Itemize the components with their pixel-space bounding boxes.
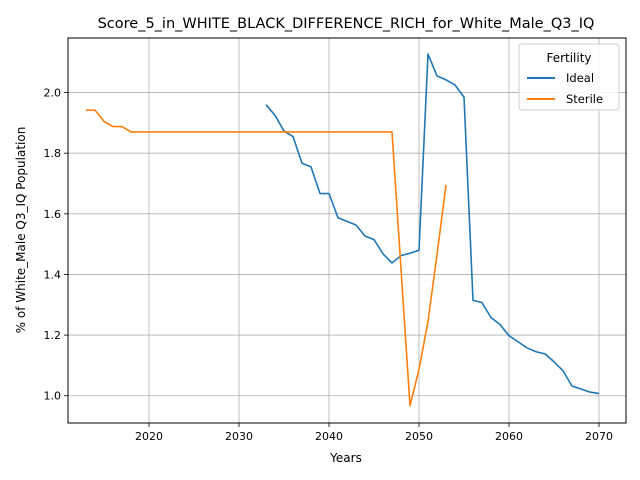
y-tick-label: 1.0 (44, 390, 62, 403)
x-tick-label: 2020 (135, 430, 163, 443)
legend: Fertility Ideal Sterile (518, 43, 620, 111)
y-tick-label: 1.6 (44, 208, 62, 221)
y-axis-ticks: 1.0 1.2 1.4 1.6 1.8 2.0 (44, 87, 68, 403)
legend-box (518, 43, 620, 111)
y-axis-label: % of White_Male Q3_IQ Population (14, 127, 28, 334)
legend-title: Fertility (546, 51, 591, 65)
x-tick-label: 2070 (585, 430, 613, 443)
legend-label: Sterile (566, 92, 603, 106)
y-tick-label: 1.4 (44, 268, 62, 281)
x-axis-label: Years (329, 451, 362, 465)
series-line-sterile (86, 109, 447, 407)
x-axis-ticks: 2020 2030 2040 2050 2060 2070 (135, 423, 613, 443)
plot-frame (67, 37, 627, 424)
chart-title: Score_5_in_WHITE_BLACK_DIFFERENCE_RICH_f… (98, 16, 595, 32)
series-line-ideal (265, 53, 600, 395)
x-tick-label: 2060 (495, 430, 523, 443)
legend-label: Ideal (566, 71, 594, 85)
series-layer (86, 53, 600, 407)
y-tick-label: 2.0 (44, 87, 62, 100)
x-tick-label: 2050 (405, 430, 433, 443)
x-tick-label: 2040 (315, 430, 343, 443)
x-tick-label: 2030 (225, 430, 253, 443)
y-tick-label: 1.2 (44, 329, 62, 342)
y-tick-label: 1.8 (44, 147, 62, 160)
